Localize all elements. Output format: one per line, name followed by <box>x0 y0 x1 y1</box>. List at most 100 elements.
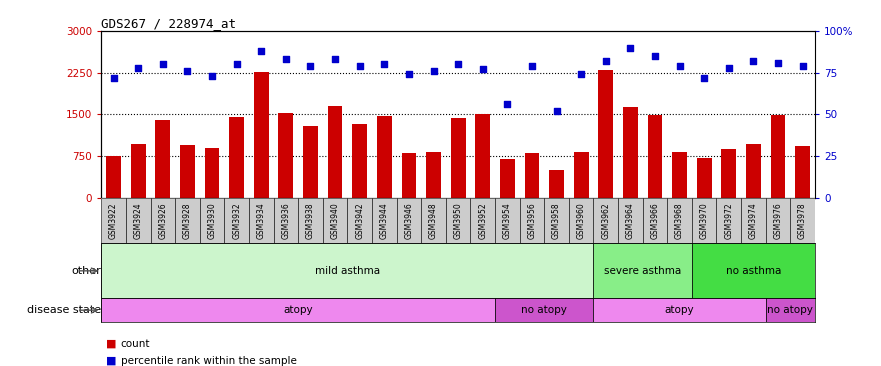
Text: no asthma: no asthma <box>726 266 781 276</box>
Bar <box>204 147 219 198</box>
Text: ■: ■ <box>106 355 116 366</box>
Point <box>599 58 613 64</box>
Bar <box>594 198 618 243</box>
Point <box>746 58 760 64</box>
Point <box>181 68 195 74</box>
Text: GSM3978: GSM3978 <box>798 202 807 239</box>
Text: GSM3930: GSM3930 <box>208 202 217 239</box>
Bar <box>741 198 766 243</box>
Text: GSM3956: GSM3956 <box>528 202 537 239</box>
Point <box>328 56 342 62</box>
Text: GSM3934: GSM3934 <box>256 202 266 239</box>
Text: count: count <box>121 339 150 349</box>
Text: ■: ■ <box>106 339 116 349</box>
Bar <box>692 198 716 243</box>
Bar <box>200 198 225 243</box>
Text: GSM3962: GSM3962 <box>601 202 611 239</box>
Text: GSM3974: GSM3974 <box>749 202 758 239</box>
Bar <box>524 153 539 198</box>
Point <box>574 71 589 77</box>
Text: GSM3942: GSM3942 <box>355 202 364 239</box>
Bar <box>352 124 367 198</box>
Bar <box>623 107 638 198</box>
Point <box>500 101 515 107</box>
Bar <box>796 146 810 198</box>
Bar <box>618 198 642 243</box>
Bar <box>101 298 495 322</box>
Text: GSM3932: GSM3932 <box>233 202 241 239</box>
Text: GDS267 / 228974_at: GDS267 / 228974_at <box>101 17 236 30</box>
Text: GSM3968: GSM3968 <box>675 202 684 239</box>
Bar <box>225 198 249 243</box>
Text: GSM3954: GSM3954 <box>503 202 512 239</box>
Point <box>107 75 121 81</box>
Bar <box>766 198 790 243</box>
Bar <box>298 198 322 243</box>
Bar <box>175 198 200 243</box>
Text: severe asthma: severe asthma <box>604 266 681 276</box>
Bar <box>594 298 766 322</box>
Bar <box>372 198 396 243</box>
Bar <box>322 198 347 243</box>
Bar <box>716 198 741 243</box>
Text: atopy: atopy <box>665 305 694 315</box>
Point <box>476 67 490 72</box>
Text: GSM3972: GSM3972 <box>724 202 733 239</box>
Bar <box>520 198 544 243</box>
Text: other: other <box>71 266 100 276</box>
Text: GSM3946: GSM3946 <box>404 202 413 239</box>
Text: GSM3960: GSM3960 <box>577 202 586 239</box>
Bar <box>470 198 495 243</box>
Text: disease state: disease state <box>26 305 100 315</box>
Bar <box>402 153 417 198</box>
Bar <box>746 144 761 198</box>
Text: GSM3958: GSM3958 <box>552 202 561 239</box>
Bar <box>476 114 490 198</box>
Bar <box>249 198 274 243</box>
Point <box>352 63 366 69</box>
Text: GSM3938: GSM3938 <box>306 202 315 239</box>
Point <box>278 56 292 62</box>
Point <box>722 65 736 71</box>
Bar <box>697 158 712 198</box>
Bar <box>672 152 687 198</box>
Bar <box>254 72 269 198</box>
Text: GSM3950: GSM3950 <box>454 202 463 239</box>
Point <box>205 73 219 79</box>
Text: GSM3948: GSM3948 <box>429 202 438 239</box>
Point <box>255 48 269 54</box>
Point <box>648 53 662 59</box>
Bar <box>180 145 195 198</box>
Point <box>624 45 638 51</box>
Text: GSM3944: GSM3944 <box>380 202 389 239</box>
Bar <box>667 198 692 243</box>
Bar <box>500 159 515 198</box>
Point <box>697 75 711 81</box>
Bar <box>396 198 421 243</box>
Bar <box>544 198 569 243</box>
Bar <box>495 298 594 322</box>
Point <box>426 68 440 74</box>
Text: atopy: atopy <box>284 305 313 315</box>
Text: mild asthma: mild asthma <box>315 266 380 276</box>
Bar <box>692 243 815 298</box>
Text: GSM3936: GSM3936 <box>281 202 291 239</box>
Point <box>131 65 145 71</box>
Text: GSM3940: GSM3940 <box>330 202 339 239</box>
Text: GSM3922: GSM3922 <box>109 202 118 239</box>
Bar <box>569 198 594 243</box>
Bar <box>495 198 520 243</box>
Text: GSM3966: GSM3966 <box>650 202 660 239</box>
Point <box>402 71 416 77</box>
Text: no atopy: no atopy <box>522 305 567 315</box>
Bar <box>426 152 440 198</box>
Text: GSM3964: GSM3964 <box>626 202 635 239</box>
Point <box>672 63 686 69</box>
Bar <box>648 116 663 198</box>
Text: GSM3926: GSM3926 <box>159 202 167 239</box>
Point <box>771 60 785 66</box>
Bar <box>101 243 594 298</box>
Bar <box>722 149 737 198</box>
Point <box>377 61 391 67</box>
Bar <box>451 118 465 198</box>
